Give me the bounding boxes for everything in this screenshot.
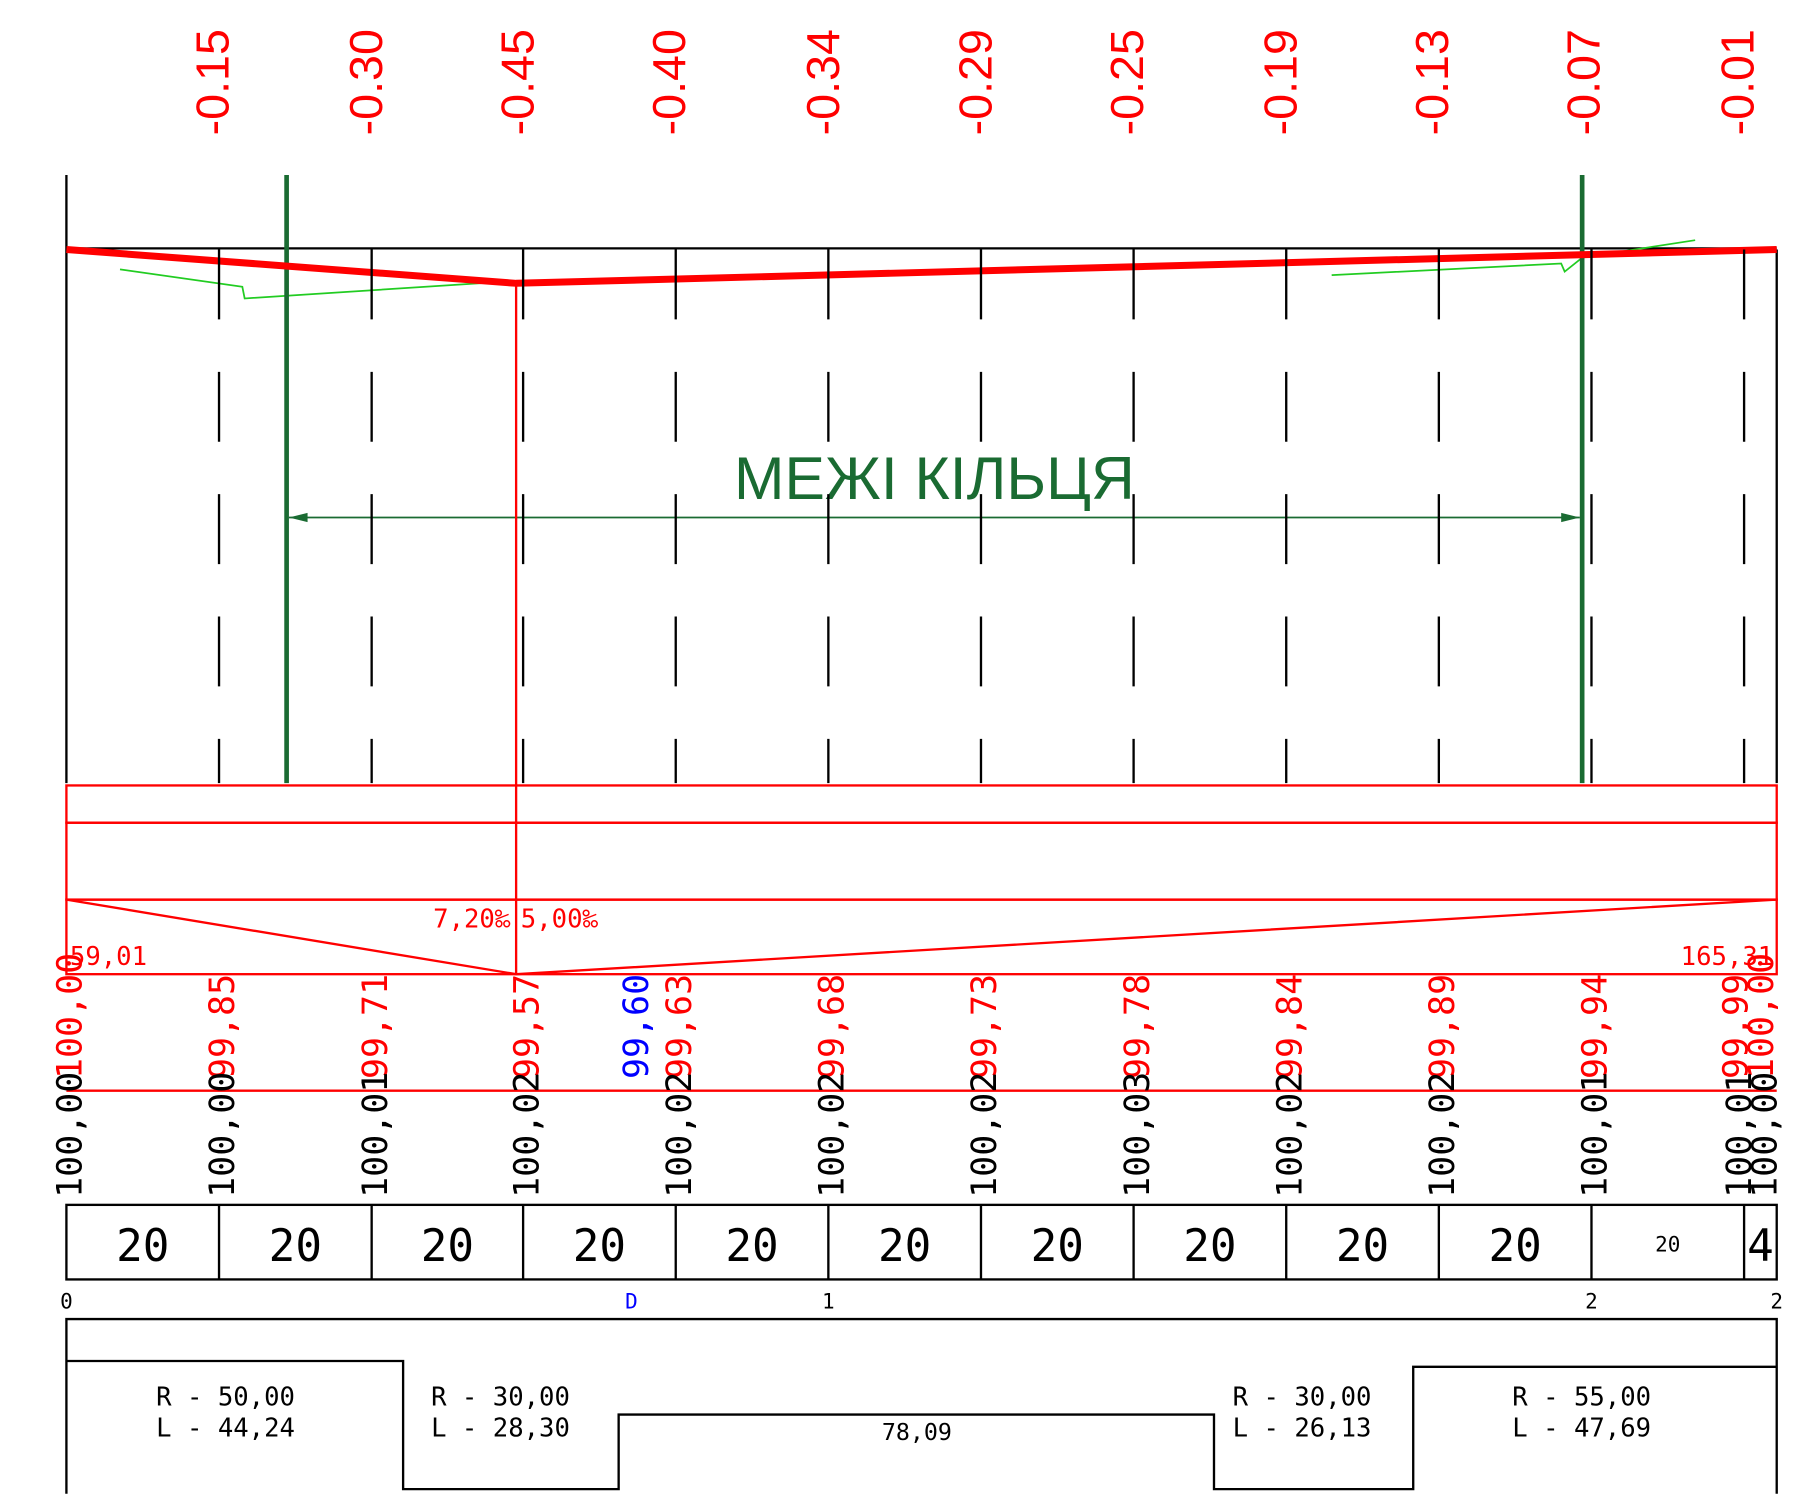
curve-length: L - 44,24	[156, 1414, 295, 1444]
design-elevation: 99,94	[1576, 974, 1616, 1079]
existing-elevation: 100,02	[1270, 1072, 1310, 1198]
curve-length: L - 28,30	[431, 1414, 570, 1444]
design-elevation: 100,00	[51, 953, 91, 1079]
slope-label: 5,00‰	[521, 905, 599, 935]
design-elevation: 99,63	[660, 974, 700, 1079]
design-elevation: 99,84	[1270, 974, 1310, 1079]
station-label: 1	[822, 1290, 835, 1314]
slope-line	[66, 898, 1777, 976]
existing-elevation: 100,02	[660, 1072, 700, 1198]
distance: 20	[1489, 1221, 1542, 1272]
existing-elevation: 100,00	[51, 1072, 91, 1198]
existing-elevation: 100,03	[1118, 1072, 1158, 1198]
curve-radius: R - 30,00	[1233, 1382, 1372, 1412]
distance: 20	[573, 1221, 626, 1272]
band	[65, 784, 1778, 824]
station-label: 2	[1585, 1290, 1598, 1314]
distance: 20	[1655, 1232, 1680, 1256]
top-label: -0.07	[1558, 29, 1610, 135]
curve-radius: R - 50,00	[156, 1382, 295, 1412]
distance: 20	[1183, 1221, 1236, 1272]
existing-elevation: 100,01	[1576, 1072, 1616, 1198]
title: МЕЖІ КІЛЬЦЯ	[734, 444, 1135, 512]
slope-length: 165,31	[1681, 942, 1774, 972]
design-elevation: 99,85	[203, 974, 243, 1079]
band	[65, 898, 1778, 976]
top-label: -0.19	[1255, 29, 1307, 135]
arrow	[288, 512, 308, 523]
existing-edge	[119, 268, 517, 300]
top-label: -0.15	[186, 29, 238, 135]
design-elevation: 99,89	[1423, 974, 1463, 1079]
slope-label: 7,20‰	[433, 905, 511, 935]
existing-elevation: 100,02	[965, 1072, 1005, 1198]
station-label: 0	[60, 1290, 73, 1314]
distance: 20	[1336, 1221, 1389, 1272]
distance-band	[65, 1203, 1778, 1281]
distance: 20	[725, 1221, 778, 1272]
design-elevation: 100,00	[1742, 953, 1782, 1079]
curve-length: L - 47,69	[1512, 1414, 1651, 1444]
existing-elevation: 100,02	[813, 1072, 853, 1198]
distance: 20	[878, 1221, 931, 1272]
design-elevation: 99,68	[813, 974, 853, 1079]
existing-elevation: 100,00	[203, 1072, 243, 1198]
layout	[65, 174, 1778, 1494]
arrow	[1561, 512, 1580, 523]
straight-length: 78,09	[882, 1419, 952, 1446]
design-elevation: 99,73	[965, 974, 1005, 1079]
slope-length: 59,01	[70, 942, 147, 972]
curve-diagram	[66, 1359, 1777, 1491]
top-label: -0.30	[340, 29, 392, 135]
distance: 20	[116, 1221, 169, 1272]
existing-elevation: 100,01	[356, 1072, 396, 1198]
existing-elevation: 100,02	[1423, 1072, 1463, 1198]
curve-frame	[65, 1317, 1778, 1494]
top-label: -0.13	[1406, 29, 1458, 135]
top-label: -0.45	[492, 29, 544, 135]
design-elevation: 99,57	[507, 974, 547, 1079]
existing-elevation: 100,01	[1720, 1072, 1760, 1198]
curve-radius: R - 30,00	[431, 1382, 570, 1412]
top-label: -0.01	[1711, 29, 1763, 135]
band	[65, 821, 1778, 901]
top-label: -0.34	[797, 29, 849, 135]
distance: 4	[1747, 1221, 1774, 1272]
design-elevation: 99,99	[1717, 974, 1757, 1079]
curve-length: L - 26,13	[1233, 1414, 1372, 1444]
top-label: -0.25	[1101, 29, 1153, 135]
distance: 20	[1031, 1221, 1084, 1272]
top-label: -0.40	[643, 29, 695, 135]
existing-elevation: 100,00	[1746, 1072, 1786, 1198]
curve-radius: R - 55,00	[1512, 1382, 1651, 1412]
distance: 20	[269, 1221, 322, 1272]
top-label: -0.29	[949, 29, 1001, 135]
existing-elevation: 100,02	[507, 1072, 547, 1198]
station-label: D	[625, 1290, 638, 1314]
design-elevation: 99,60	[617, 974, 657, 1079]
design-elevation: 99,71	[356, 974, 396, 1079]
design-elevation: 99,78	[1118, 974, 1158, 1079]
station-label: 2	[1770, 1290, 1783, 1314]
distance: 20	[421, 1221, 474, 1272]
